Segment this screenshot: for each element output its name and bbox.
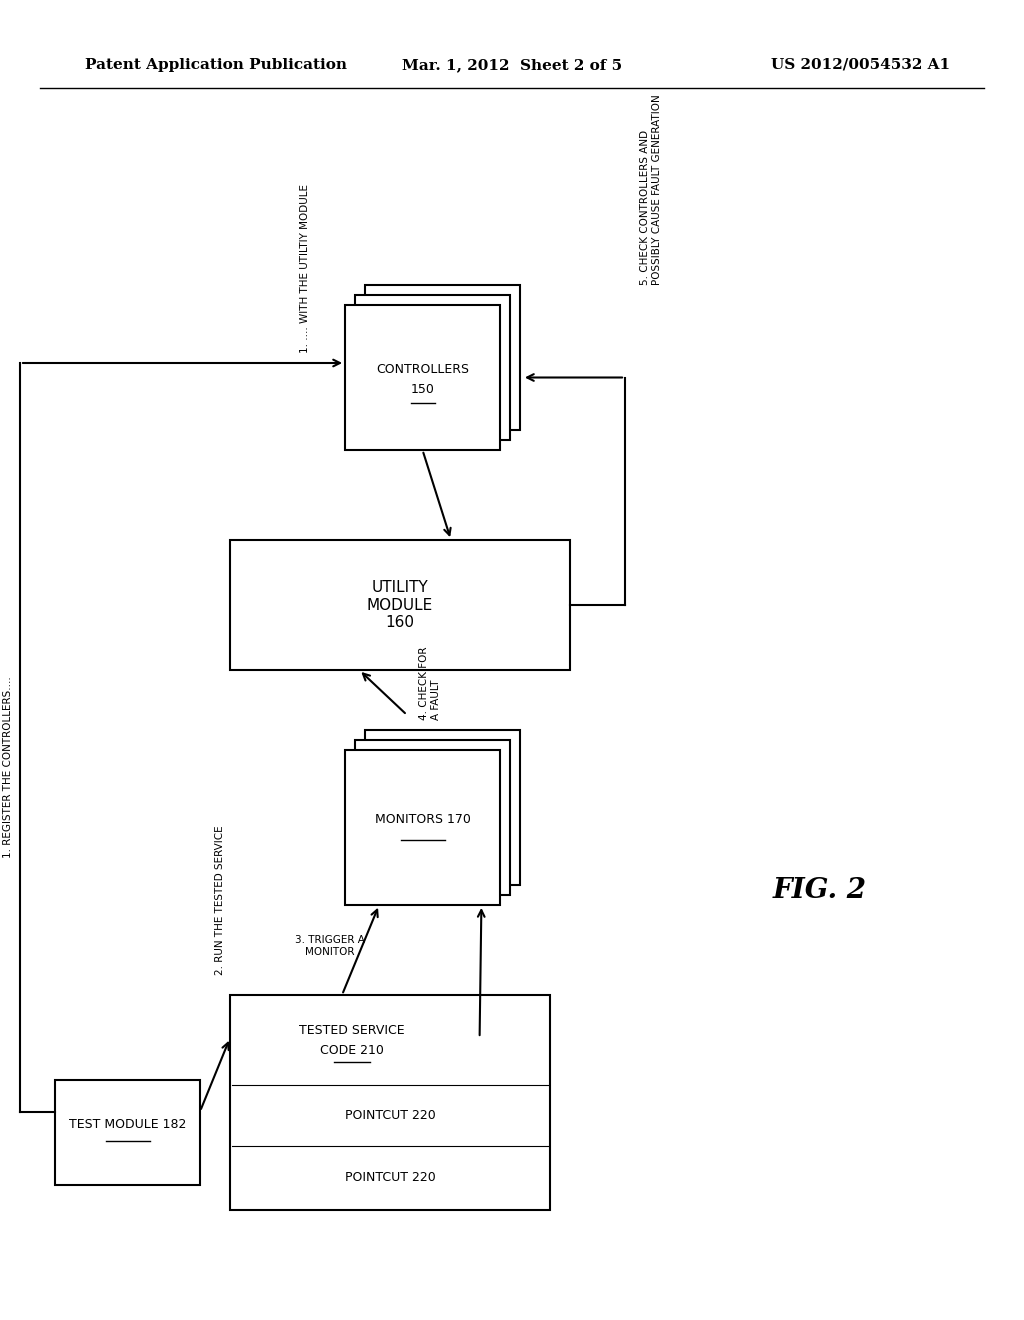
Text: TESTED SERVICE: TESTED SERVICE — [299, 1023, 404, 1036]
Text: 5. CHECK CONTROLLERS AND
POSSIBLY CAUSE FAULT GENERATION: 5. CHECK CONTROLLERS AND POSSIBLY CAUSE … — [640, 94, 662, 285]
Text: POINTCUT 220: POINTCUT 220 — [345, 1109, 435, 1122]
Text: CONTROLLERS: CONTROLLERS — [376, 363, 469, 376]
Text: 1. REGISTER THE CONTROLLERS....: 1. REGISTER THE CONTROLLERS.... — [3, 677, 13, 858]
Text: TEST MODULE 182: TEST MODULE 182 — [69, 1118, 186, 1131]
Text: CODE 210: CODE 210 — [319, 1044, 384, 1056]
Bar — [55, 1080, 200, 1185]
Bar — [355, 294, 510, 440]
Bar — [345, 305, 500, 450]
Text: 1. .... WITH THE UTILTIY MODULE: 1. .... WITH THE UTILTIY MODULE — [300, 183, 310, 352]
Text: US 2012/0054532 A1: US 2012/0054532 A1 — [771, 58, 950, 73]
Bar — [230, 995, 550, 1210]
Text: FIG. 2: FIG. 2 — [773, 876, 867, 903]
Text: 2. RUN THE TESTED SERVICE: 2. RUN THE TESTED SERVICE — [215, 825, 225, 975]
Bar — [230, 540, 570, 671]
Bar — [345, 750, 500, 906]
Text: POINTCUT 220: POINTCUT 220 — [345, 1171, 435, 1184]
Text: Mar. 1, 2012  Sheet 2 of 5: Mar. 1, 2012 Sheet 2 of 5 — [402, 58, 622, 73]
Text: 4. CHECK FOR
A FAULT: 4. CHECK FOR A FAULT — [419, 647, 441, 719]
Bar — [365, 285, 520, 430]
Text: UTILITY
MODULE
160: UTILITY MODULE 160 — [367, 579, 433, 630]
Text: Patent Application Publication: Patent Application Publication — [85, 58, 347, 73]
Text: 150: 150 — [411, 383, 434, 396]
Text: MONITORS 170: MONITORS 170 — [375, 813, 470, 826]
Bar — [355, 741, 510, 895]
Text: 3. TRIGGER A
MONITOR: 3. TRIGGER A MONITOR — [295, 935, 365, 957]
Bar — [365, 730, 520, 884]
